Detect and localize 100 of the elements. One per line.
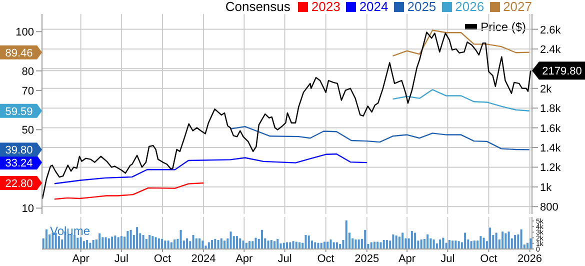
bar bbox=[514, 234, 516, 249]
y2-tick-label: 2179.80 bbox=[542, 66, 582, 78]
bar bbox=[526, 242, 529, 249]
bar bbox=[248, 241, 251, 249]
x-tick-label: Oct bbox=[154, 252, 172, 265]
bar bbox=[402, 232, 404, 249]
line-series bbox=[392, 89, 530, 112]
bar bbox=[373, 242, 376, 249]
y-tick-label: 22.80 bbox=[5, 178, 33, 190]
bar bbox=[86, 240, 88, 249]
bar bbox=[454, 240, 457, 249]
bar bbox=[239, 238, 242, 249]
y-tick-label: 10 bbox=[22, 203, 34, 216]
y2-tick-label: 1.6k bbox=[540, 122, 562, 135]
bar bbox=[395, 236, 398, 249]
bar bbox=[230, 232, 232, 249]
bar bbox=[426, 234, 429, 249]
bar bbox=[339, 244, 342, 249]
y-tick-label: 70 bbox=[22, 85, 34, 98]
bar bbox=[104, 237, 107, 249]
bar bbox=[192, 234, 194, 249]
x-tick-label: Jul bbox=[278, 252, 292, 265]
bar bbox=[202, 240, 204, 249]
x-tick-label: Apr bbox=[398, 252, 416, 265]
bar bbox=[502, 232, 504, 249]
y2-tick-label: 1.4k bbox=[540, 142, 562, 154]
bar bbox=[320, 242, 322, 249]
bar bbox=[67, 234, 70, 249]
bar bbox=[261, 230, 263, 249]
bar bbox=[470, 241, 472, 249]
bar bbox=[308, 236, 310, 249]
bar bbox=[273, 241, 276, 249]
bar bbox=[267, 240, 270, 249]
bar bbox=[154, 237, 157, 249]
bar bbox=[364, 230, 366, 249]
y-tick-label: 80 bbox=[22, 66, 34, 78]
bar bbox=[130, 230, 132, 249]
bar bbox=[80, 237, 82, 249]
bar bbox=[304, 234, 307, 249]
bar bbox=[420, 239, 422, 249]
bar bbox=[161, 238, 164, 249]
bar bbox=[70, 234, 72, 249]
line-series bbox=[54, 182, 204, 200]
bar bbox=[82, 241, 85, 249]
bar bbox=[482, 238, 485, 249]
x-tick-label: 2025 bbox=[354, 252, 380, 265]
bar bbox=[495, 232, 498, 249]
bar bbox=[245, 242, 248, 249]
bar bbox=[198, 238, 201, 249]
x-tick-label: Apr bbox=[236, 252, 254, 265]
bar bbox=[120, 236, 122, 249]
bar bbox=[89, 242, 92, 249]
bar bbox=[152, 236, 154, 249]
y-tick-label: 100 bbox=[16, 26, 34, 39]
bar bbox=[126, 231, 129, 249]
bar bbox=[530, 238, 532, 249]
y-tick-label: 89.46 bbox=[5, 47, 33, 60]
bar bbox=[254, 238, 257, 249]
bar bbox=[442, 238, 444, 249]
bar bbox=[195, 238, 198, 249]
bar bbox=[520, 229, 522, 249]
bar bbox=[186, 238, 188, 249]
legend-label: 2024 bbox=[358, 0, 388, 14]
bar bbox=[345, 220, 348, 249]
bar bbox=[136, 227, 138, 249]
bar bbox=[220, 238, 222, 249]
bar bbox=[276, 238, 279, 249]
bar bbox=[432, 239, 435, 249]
legend-title: Consensus bbox=[225, 0, 290, 14]
bar bbox=[423, 238, 426, 249]
x-tick-label: 2024 bbox=[191, 252, 216, 265]
bar bbox=[489, 228, 492, 249]
x-tick-label: 2026 bbox=[518, 252, 542, 265]
bar bbox=[114, 236, 116, 249]
legend-label: 2025 bbox=[406, 0, 436, 14]
text: Volume bbox=[50, 224, 90, 238]
bar bbox=[452, 240, 454, 249]
y-tick-label: 50 bbox=[22, 124, 34, 137]
bar bbox=[74, 234, 76, 249]
bar bbox=[295, 242, 298, 249]
bar bbox=[430, 238, 432, 249]
bar bbox=[473, 240, 476, 249]
bar bbox=[480, 236, 482, 249]
bar bbox=[464, 232, 466, 249]
bar bbox=[214, 238, 216, 249]
x-tick-label: Apr bbox=[72, 252, 90, 265]
y-tick-label: 39.80 bbox=[5, 144, 33, 157]
line-series bbox=[54, 153, 368, 184]
bar bbox=[414, 232, 416, 249]
bar bbox=[92, 240, 94, 249]
y2-tick-label: 2.4k bbox=[540, 44, 562, 56]
bar bbox=[217, 240, 220, 249]
bar bbox=[392, 234, 394, 249]
bar bbox=[252, 241, 254, 249]
bar bbox=[317, 242, 320, 249]
bar bbox=[282, 242, 285, 249]
y2-tick-label: 800 bbox=[540, 202, 558, 214]
bar bbox=[386, 240, 388, 249]
line-series bbox=[230, 126, 530, 150]
x-tick-label: Oct bbox=[480, 252, 498, 265]
